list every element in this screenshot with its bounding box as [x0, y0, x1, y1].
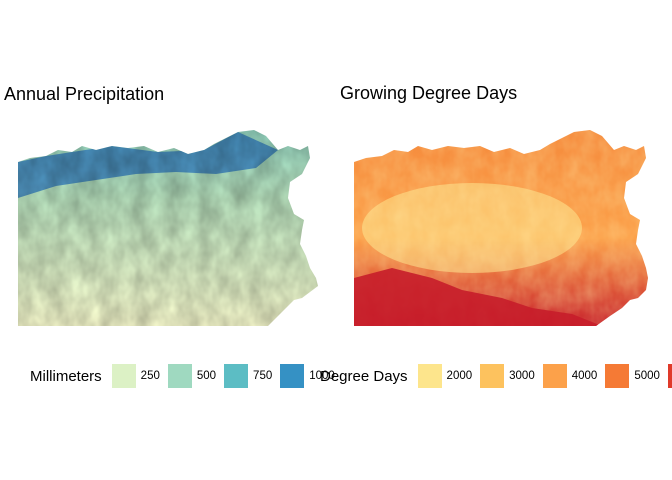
degree-days-legend-item: 4000: [542, 364, 598, 388]
degree-days-hot-zone: [354, 268, 602, 326]
degree-days-legend-swatch: [542, 364, 567, 388]
degree-days-legend-item: 5000: [605, 364, 660, 388]
degree-days-legend-swatch: [480, 364, 505, 388]
precipitation-map-title: Annual Precipitation: [4, 84, 165, 104]
degree-days-legend-label: 4000: [571, 370, 598, 382]
degree-days-legend-label: 2000: [446, 370, 473, 382]
degree-days-legend-swatch: [605, 364, 630, 388]
precipitation-legend-item: 250: [111, 364, 160, 388]
precipitation-legend-item: 1000: [280, 364, 335, 388]
degree-days-legend-swatch: [417, 364, 442, 388]
degree-days-legend-label: 5000: [634, 370, 660, 382]
degree-days-legend-label: 3000: [509, 370, 535, 382]
degree-days-legend-title: Degree Days: [320, 367, 408, 385]
degree-days-legend-item: 6000: [667, 364, 672, 388]
precipitation-legend-swatch: [224, 364, 249, 388]
precipitation-legend-item: 750: [224, 364, 272, 388]
degree-days-legend: Degree Days 2000 3000 4000 5000 6000: [320, 362, 672, 390]
precipitation-legend-title: Millimeters: [30, 367, 102, 385]
precipitation-legend-label: 1000: [309, 370, 335, 382]
precipitation-legend-label: 500: [196, 370, 217, 382]
precipitation-legend-label: 250: [140, 370, 160, 382]
precipitation-legend-item: 500: [167, 364, 217, 388]
degree-days-map: [354, 130, 648, 326]
degree-days-legend-item: 2000: [417, 364, 473, 388]
precipitation-legend-label: 750: [253, 370, 273, 382]
precipitation-legend-swatch: [280, 364, 305, 388]
degree-days-legend-item: 3000: [480, 364, 535, 388]
precipitation-legend: Millimeters 250 500 750 1000: [30, 362, 335, 390]
precipitation-map: [18, 130, 318, 326]
precipitation-legend-swatch: [167, 364, 192, 388]
degree-days-legend-swatch: [667, 364, 672, 388]
degree-days-map-title: Growing Degree Days: [340, 83, 518, 103]
precipitation-legend-swatch: [111, 364, 136, 388]
